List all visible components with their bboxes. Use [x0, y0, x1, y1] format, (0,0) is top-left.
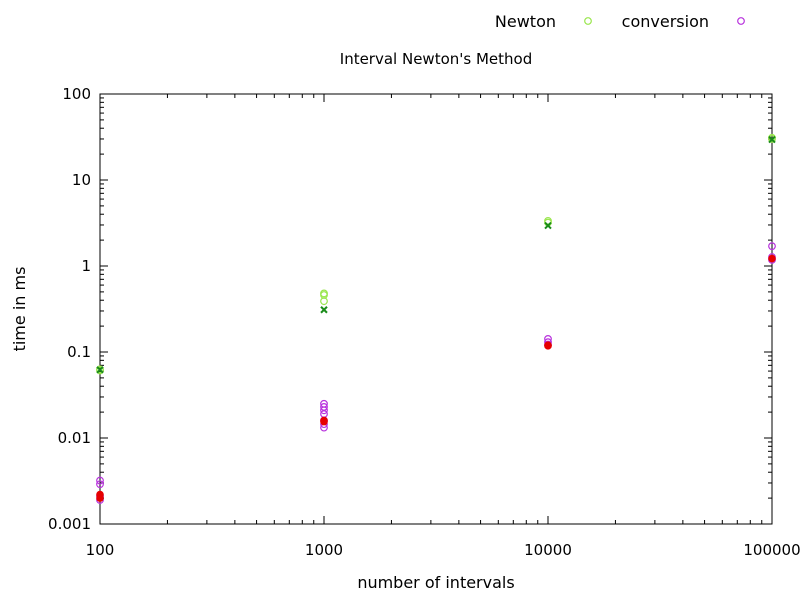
data-point-filled — [320, 417, 328, 426]
data-point-cross — [544, 221, 552, 230]
legend-label-conversion: conversion — [622, 12, 709, 31]
cross-stroke — [320, 306, 328, 314]
legend: Newton conversion — [495, 12, 745, 31]
x-tick-label: 1000 — [305, 541, 343, 559]
data-point-cross — [96, 366, 104, 374]
y-tick-label: 1 — [81, 257, 91, 275]
y-axis-label: time in ms — [10, 267, 29, 352]
data-point-newton — [96, 366, 104, 375]
data-point-newton — [768, 135, 776, 143]
data-point-conversion — [768, 242, 776, 251]
data-point-newton — [320, 297, 328, 306]
legend-marker-newton — [584, 17, 592, 25]
y-tick-label: 0.01 — [58, 429, 91, 447]
cross-stroke — [544, 221, 552, 230]
plot-frame — [99, 93, 773, 525]
data-point-cross — [768, 135, 776, 144]
y-tick-label: 10 — [72, 171, 91, 189]
data-point-filled — [544, 342, 552, 350]
cross-stroke — [768, 135, 776, 144]
y-tick-label: 0.001 — [48, 515, 91, 533]
data-point-filled — [96, 494, 104, 502]
data-points — [96, 133, 776, 504]
legend-marker-conversion — [737, 17, 745, 25]
cross-stroke — [96, 366, 104, 374]
y-tick-label: 100 — [62, 85, 91, 103]
data-point-conversion — [96, 480, 104, 489]
x-tick-label: 10000 — [524, 541, 572, 559]
data-point-conversion — [96, 476, 104, 485]
y-tick-label: 0.1 — [67, 343, 91, 361]
x-axis-label: number of intervals — [357, 573, 514, 592]
data-point-cross — [320, 306, 328, 314]
data-point-filled — [768, 254, 776, 263]
x-tick-label: 100 — [86, 541, 115, 559]
data-point-conversion — [320, 406, 328, 415]
x-tick-label: 100000 — [743, 541, 800, 559]
legend-label-newton: Newton — [495, 12, 556, 31]
chart-title: Interval Newton's Method — [340, 50, 532, 68]
